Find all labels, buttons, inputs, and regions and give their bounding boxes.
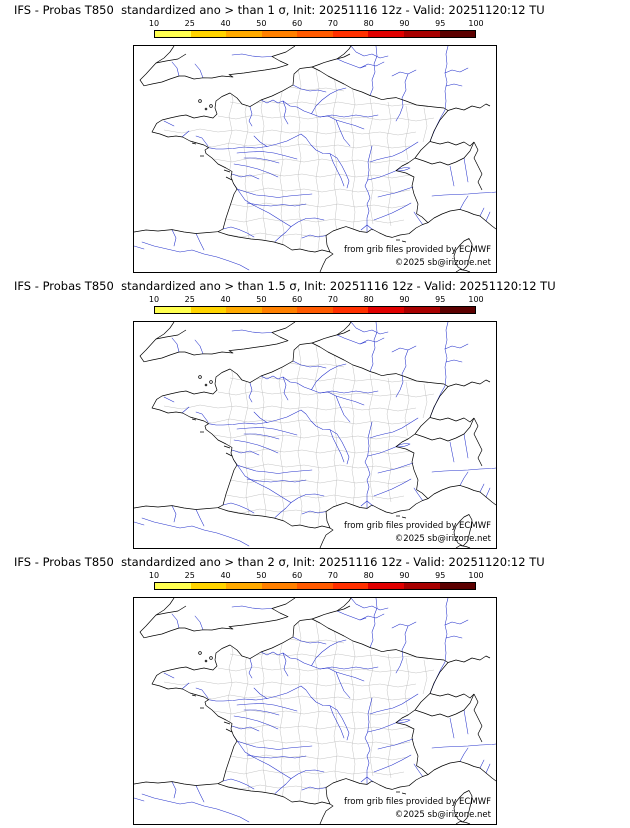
colorbar-tick-label: 90 (399, 19, 410, 28)
colorbar-segment (155, 583, 191, 589)
colorbar: 10 25 40 50 60 70 80 90 95 100 (149, 295, 484, 314)
colorbar-tick-label: 10 (148, 295, 160, 304)
colorbar-tick-label: 10 (148, 19, 160, 28)
colorbar-segment (439, 307, 476, 313)
map-frame: from grib files provided by ECMWF ©2025 … (133, 45, 497, 273)
colorbar-tick-label: 100 (468, 295, 484, 304)
colorbar-tick-label: 95 (435, 19, 446, 28)
colorbar-segment (226, 307, 262, 313)
colorbar-segment (332, 307, 369, 313)
panel-title: IFS - Probas T850 standardized ano > tha… (14, 3, 545, 17)
colorbar-segment (403, 583, 440, 589)
colorbar-tick-label: 60 (292, 571, 303, 580)
colorbar-tick-label: 80 (363, 571, 374, 580)
colorbar-segment (190, 31, 227, 37)
colorbar-tick-label: 80 (363, 295, 374, 304)
france-map-svg (134, 46, 496, 272)
colorbar-segment (190, 307, 227, 313)
ecmwf-credit-text: from grib files provided by ECMWF (344, 245, 491, 255)
colorbar-tick-label: 40 (220, 571, 231, 580)
colorbar-tick-label: 60 (292, 19, 303, 28)
map-frame: from grib files provided by ECMWF ©2025 … (133, 321, 497, 549)
forecast-panel-1sigma: IFS - Probas T850 standardized ano > tha… (0, 0, 630, 276)
ecmwf-credit-text: from grib files provided by ECMWF (344, 797, 491, 807)
colorbar-segment (332, 31, 369, 37)
colorbar-segment (190, 583, 227, 589)
colorbar-gradient (154, 30, 476, 38)
colorbar-segment (368, 307, 404, 313)
colorbar: 10 25 40 50 60 70 80 90 95 100 (149, 19, 484, 38)
colorbar-segment (155, 307, 191, 313)
colorbar-segment (226, 31, 262, 37)
colorbar-segment (403, 31, 440, 37)
colorbar-segment (297, 307, 333, 313)
colorbar-segment (439, 583, 476, 589)
forecast-panel-1p5sigma: IFS - Probas T850 standardized ano > tha… (0, 276, 630, 552)
colorbar-tick-label: 95 (435, 571, 446, 580)
colorbar-tick-label: 70 (327, 295, 338, 304)
colorbar-segment (439, 31, 476, 37)
panel-title: IFS - Probas T850 standardized ano > tha… (14, 279, 556, 293)
colorbar-tick-label: 90 (399, 295, 410, 304)
colorbar-segment (403, 307, 440, 313)
colorbar-tick-label: 40 (220, 295, 231, 304)
colorbar-gradient (154, 582, 476, 590)
copyright-text: ©2025 sb@irizone.net (394, 258, 491, 268)
colorbar-segment (226, 583, 262, 589)
colorbar-tick-label: 80 (363, 19, 374, 28)
colorbar-tick-label: 50 (256, 295, 267, 304)
colorbar-segment (297, 31, 333, 37)
colorbar-tick-label: 95 (435, 295, 446, 304)
colorbar-ticks: 10 25 40 50 60 70 80 90 95 100 (149, 295, 484, 305)
colorbar-segment (368, 583, 404, 589)
colorbar-segment (261, 583, 298, 589)
colorbar-tick-label: 70 (327, 19, 338, 28)
colorbar-tick-label: 70 (327, 571, 338, 580)
colorbar-segment (368, 31, 404, 37)
colorbar-tick-label: 25 (184, 19, 195, 28)
panel-title: IFS - Probas T850 standardized ano > tha… (14, 555, 545, 569)
colorbar-tick-label: 40 (220, 19, 231, 28)
copyright-text: ©2025 sb@irizone.net (394, 810, 491, 820)
colorbar-segment (261, 307, 298, 313)
copyright-text: ©2025 sb@irizone.net (394, 534, 491, 544)
colorbar-tick-label: 10 (148, 571, 160, 580)
colorbar-tick-label: 60 (292, 295, 303, 304)
colorbar: 10 25 40 50 60 70 80 90 95 100 (149, 571, 484, 590)
colorbar-tick-label: 100 (468, 571, 484, 580)
colorbar-tick-label: 90 (399, 571, 410, 580)
map-frame: from grib files provided by ECMWF ©2025 … (133, 597, 497, 825)
colorbar-ticks: 10 25 40 50 60 70 80 90 95 100 (149, 571, 484, 581)
france-map-svg (134, 322, 496, 548)
colorbar-ticks: 10 25 40 50 60 70 80 90 95 100 (149, 19, 484, 29)
colorbar-gradient (154, 306, 476, 314)
forecast-panel-2sigma: IFS - Probas T850 standardized ano > tha… (0, 552, 630, 828)
ecmwf-credit-text: from grib files provided by ECMWF (344, 521, 491, 531)
colorbar-tick-label: 50 (256, 571, 267, 580)
france-map-svg (134, 598, 496, 824)
colorbar-segment (332, 583, 369, 589)
colorbar-tick-label: 25 (184, 571, 195, 580)
colorbar-tick-label: 50 (256, 19, 267, 28)
colorbar-segment (261, 31, 298, 37)
colorbar-tick-label: 100 (468, 19, 484, 28)
colorbar-tick-label: 25 (184, 295, 195, 304)
colorbar-segment (297, 583, 333, 589)
colorbar-segment (155, 31, 191, 37)
